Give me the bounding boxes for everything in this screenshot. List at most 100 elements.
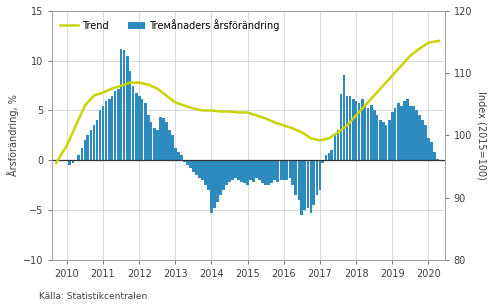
Bar [364,105,366,160]
Bar [334,135,336,160]
Bar [147,116,149,160]
Bar [316,160,318,195]
Bar [123,50,125,160]
Bar [379,120,382,160]
Bar [412,105,415,160]
Bar [165,123,168,160]
Bar [189,160,192,168]
Bar [225,160,228,185]
Bar [274,160,276,180]
Bar [90,130,93,160]
Bar [234,160,237,178]
Bar [313,160,315,205]
Bar [96,120,98,160]
Bar [216,160,219,202]
Bar [162,119,165,160]
Bar [340,94,342,160]
Bar [436,159,439,160]
Bar [267,160,270,185]
Bar [86,135,89,160]
Bar [258,160,261,180]
Bar [318,160,321,190]
Bar [171,135,174,160]
Bar [355,101,357,160]
Bar [255,160,258,178]
Bar [397,102,400,160]
Bar [370,105,373,160]
Bar [264,160,267,185]
Bar [288,160,291,178]
Bar [108,98,110,160]
Text: Källa: Statistikcentralen: Källa: Statistikcentralen [39,292,148,301]
Bar [391,112,393,160]
Bar [246,160,249,185]
Bar [433,152,436,160]
Bar [117,88,120,160]
Bar [141,98,143,160]
Bar [228,160,231,182]
Bar [180,155,183,160]
Bar [222,160,225,190]
Bar [330,150,333,160]
Bar [129,71,132,160]
Bar [367,109,369,160]
Bar [244,160,246,183]
Bar [418,116,421,160]
Bar [174,148,176,160]
Bar [400,105,403,160]
Bar [310,160,312,213]
Bar [337,130,339,160]
Bar [168,130,171,160]
Bar [421,120,423,160]
Bar [409,105,412,160]
Bar [249,160,252,180]
Bar [361,98,363,160]
Bar [71,160,74,163]
Bar [328,153,330,160]
Y-axis label: Index (2015=100): Index (2015=100) [476,91,486,180]
Bar [207,160,210,190]
Bar [150,123,152,160]
Bar [346,95,349,160]
Bar [349,95,352,160]
Bar [285,160,288,180]
Bar [198,160,201,178]
Bar [388,120,390,160]
Bar [415,110,418,160]
Bar [298,160,300,200]
Bar [427,138,430,160]
Bar [105,101,107,160]
Bar [195,160,198,175]
Bar [153,128,156,160]
Bar [424,126,427,160]
Bar [271,160,273,183]
Bar [120,49,122,160]
Bar [231,160,234,180]
Bar [99,110,102,160]
Bar [210,160,213,213]
Bar [177,152,179,160]
Bar [252,160,255,182]
Bar [84,140,86,160]
Bar [343,75,346,160]
Bar [213,160,216,208]
Bar [201,160,204,180]
Bar [280,160,282,180]
Bar [373,110,376,160]
Bar [144,102,147,160]
Bar [138,95,141,160]
Bar [382,123,385,160]
Bar [159,117,162,160]
Bar [291,160,294,185]
Bar [135,92,138,160]
Bar [276,160,279,182]
Bar [186,160,189,165]
Bar [406,98,409,160]
Bar [352,98,354,160]
Bar [132,86,135,160]
Bar [261,160,264,183]
Bar [111,95,113,160]
Bar [204,160,207,185]
Bar [102,105,105,160]
Bar [219,160,222,195]
